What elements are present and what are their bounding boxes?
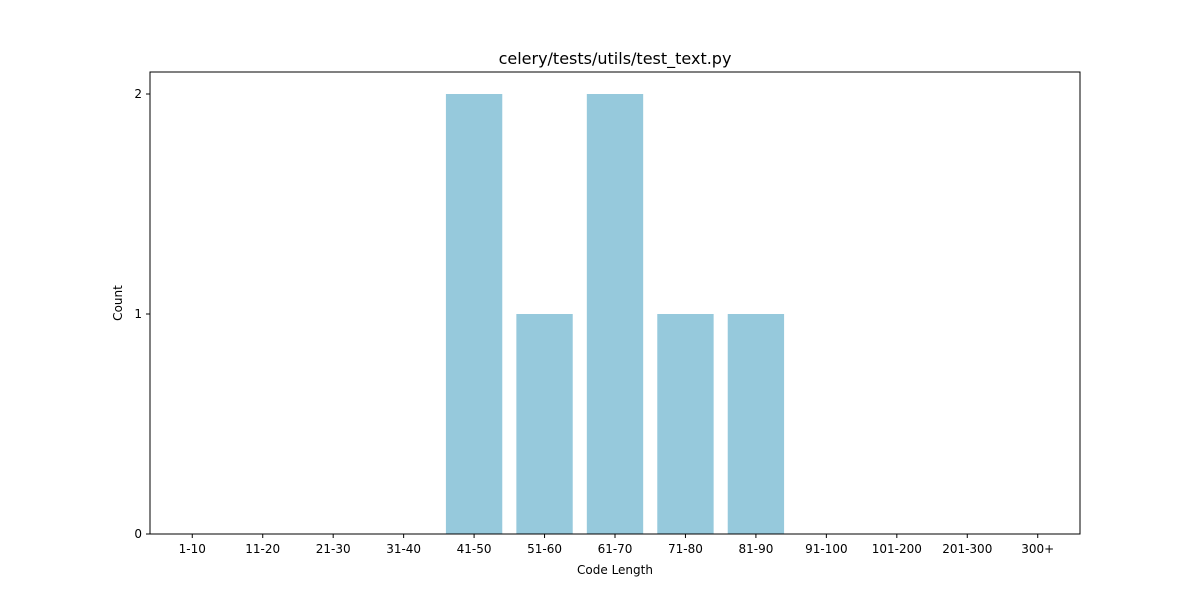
chart-title: celery/tests/utils/test_text.py xyxy=(499,49,732,69)
x-tick-label: 71-80 xyxy=(668,542,703,556)
y-tick-label: 1 xyxy=(134,307,142,321)
bar-71-80 xyxy=(657,314,714,534)
x-tick-label: 101-200 xyxy=(872,542,922,556)
x-tick-label: 11-20 xyxy=(245,542,280,556)
x-tick-label: 31-40 xyxy=(386,542,421,556)
x-tick-label: 61-70 xyxy=(598,542,633,556)
x-tick-label: 41-50 xyxy=(457,542,492,556)
y-tick-label: 0 xyxy=(134,527,142,541)
y-tick-label: 2 xyxy=(134,87,142,101)
y-axis-label: Count xyxy=(111,285,125,321)
bar-51-60 xyxy=(516,314,573,534)
x-tick-label: 51-60 xyxy=(527,542,562,556)
bars-group xyxy=(445,94,785,534)
x-axis-ticks: 1-10 11-20 21-30 31-40 41-50 51-60 61-70 71-80 8… xyxy=(179,534,1054,556)
x-tick-label: 1-10 xyxy=(179,542,206,556)
plot-area-frame xyxy=(149,71,1081,535)
x-axis-label: Code Length xyxy=(577,563,653,577)
bar-41-50 xyxy=(445,94,503,534)
bar-61-70 xyxy=(586,94,644,534)
x-tick-label: 201-300 xyxy=(942,542,992,556)
bar-81-90 xyxy=(727,314,785,534)
x-tick-label: 81-90 xyxy=(738,542,773,556)
x-tick-label: 21-30 xyxy=(316,542,351,556)
x-tick-label: 300+ xyxy=(1021,542,1054,556)
x-tick-label: 91-100 xyxy=(805,542,848,556)
y-axis-ticks: 0 1 2 xyxy=(134,87,150,541)
